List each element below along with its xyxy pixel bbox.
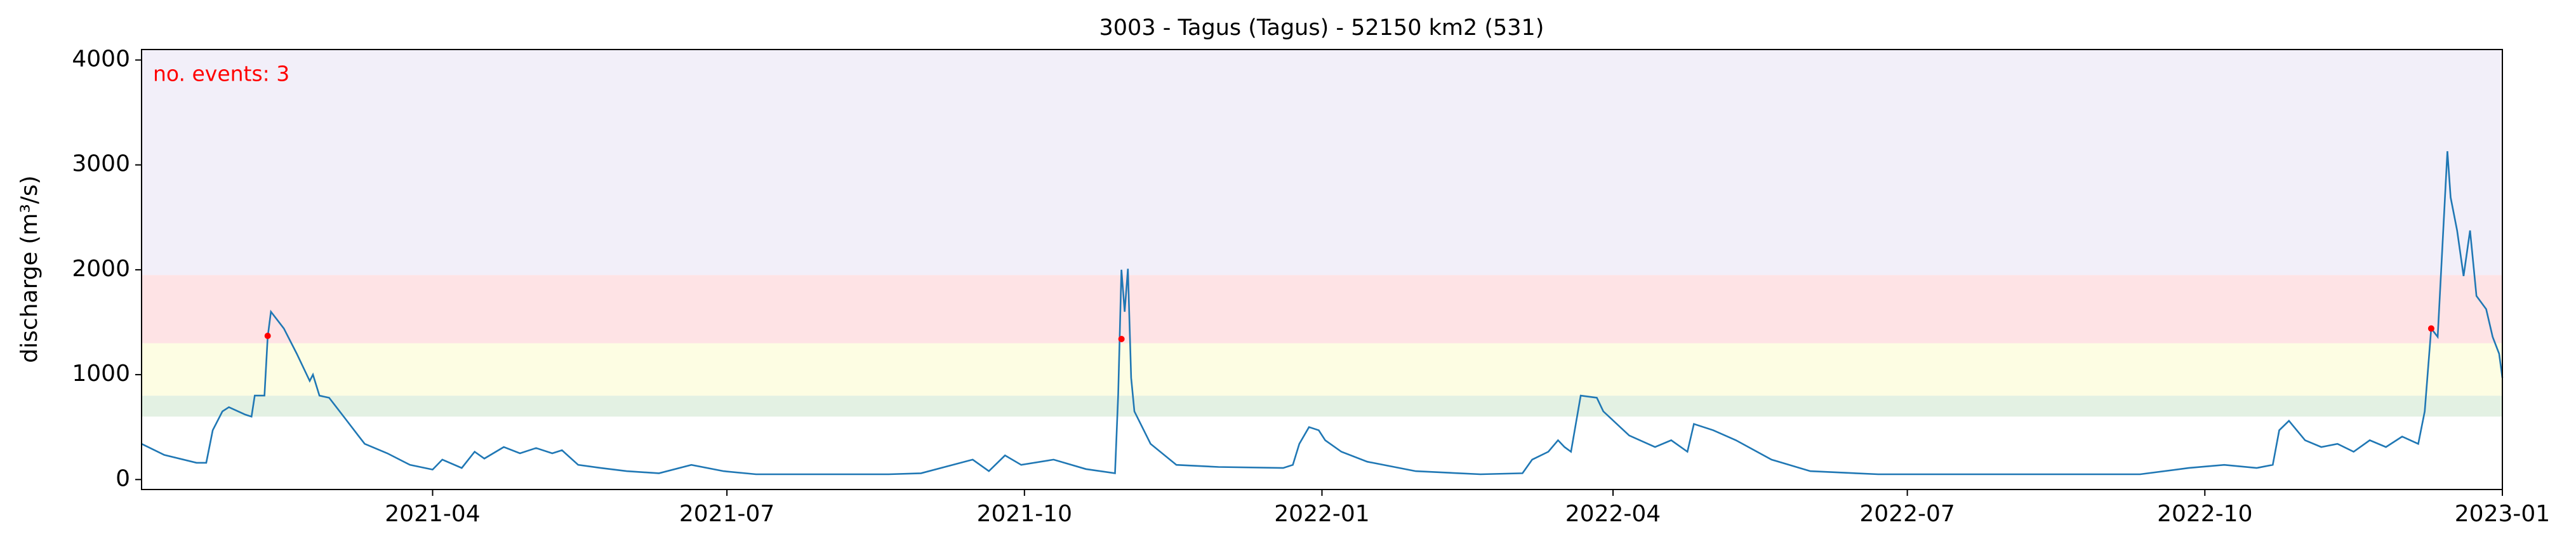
x-tick-label: 2022-04 <box>1565 501 1661 527</box>
event-point <box>264 332 271 339</box>
x-tick-label: 2022-01 <box>1274 501 1369 527</box>
x-tick-label: 2022-07 <box>1859 501 1955 527</box>
y-tick-label: 3000 <box>72 151 130 177</box>
threshold-band <box>142 275 2502 343</box>
plot-frame <box>141 49 2503 490</box>
event-point <box>2427 325 2434 332</box>
y-tick-label: 2000 <box>72 256 130 282</box>
discharge-line <box>141 151 2504 476</box>
x-tick-label: 2023-01 <box>2455 501 2550 527</box>
threshold-band <box>142 50 2502 276</box>
x-tick-label: 2021-07 <box>679 501 774 527</box>
event-count: no. events: 3 <box>153 62 289 86</box>
threshold-band <box>142 343 2502 396</box>
x-tick-label: 2021-10 <box>977 501 1072 527</box>
threshold-band <box>142 396 2502 417</box>
y-tick-label: 1000 <box>72 361 130 387</box>
x-tick-label: 2021-04 <box>385 501 480 527</box>
y-axis-label: discharge (m³/s) <box>17 175 43 363</box>
event-point <box>1118 335 1125 342</box>
y-tick-label: 4000 <box>72 46 130 72</box>
chart-title: 3003 - Tagus (Tagus) - 52150 km2 (531) <box>1099 15 1544 41</box>
y-tick-label: 0 <box>116 465 130 491</box>
x-tick-label: 2022-10 <box>2157 501 2252 527</box>
